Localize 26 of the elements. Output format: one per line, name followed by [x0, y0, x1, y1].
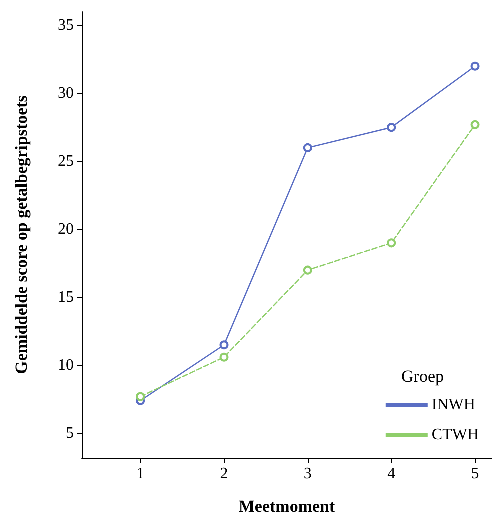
x-tick-label: 1: [136, 466, 145, 482]
x-tick-label: 3: [304, 466, 312, 482]
y-tick-label: 10: [58, 357, 74, 374]
point: [303, 266, 312, 275]
y-tick-label: 35: [58, 17, 74, 34]
legend-title: Groep: [402, 367, 444, 386]
y-axis-title: Gemiddelde score op getalbegripstoets: [12, 95, 31, 374]
point: [470, 62, 480, 71]
x-tick-label: 2: [220, 466, 228, 482]
x-tick-label: 4: [388, 466, 396, 482]
y-tick-label: 20: [58, 221, 74, 238]
x-axis-title: Meetmoment: [238, 497, 336, 516]
y-tick-label: 25: [58, 153, 74, 170]
y-tick-label: 15: [58, 289, 74, 306]
point: [136, 392, 146, 402]
legend-label: CTWH: [432, 426, 480, 444]
point: [387, 238, 396, 248]
y-tick-label: 5: [66, 425, 74, 442]
legend-label: INWH: [432, 396, 476, 414]
point: [220, 352, 229, 362]
point: [303, 143, 312, 152]
x-tick-label: 5: [471, 466, 480, 482]
y-tick-label: 30: [58, 85, 74, 102]
point: [470, 120, 480, 130]
point: [387, 123, 396, 132]
point: [220, 340, 229, 350]
